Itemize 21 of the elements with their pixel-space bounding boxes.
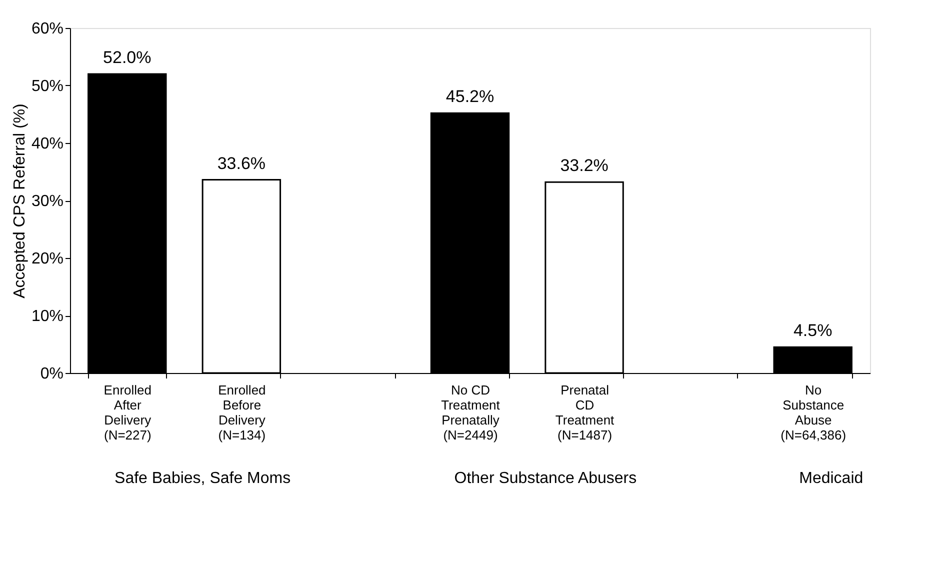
x-tick-label: Enrolled After Delivery (N=227): [104, 382, 152, 442]
data-label: 52.0%: [103, 48, 152, 67]
y-tick-label: 10%: [31, 308, 64, 325]
y-tick-label: 30%: [31, 193, 64, 210]
y-tick-label: 20%: [31, 250, 64, 268]
data-label: 4.5%: [793, 321, 832, 340]
y-tick-label: 0%: [40, 366, 64, 382]
data-label: 33.2%: [560, 156, 608, 176]
y-tick-label: 50%: [31, 78, 64, 95]
data-label: 45.2%: [446, 87, 494, 106]
y-tick-label: 40%: [31, 136, 64, 152]
text: Other Substance Abusers: [454, 470, 637, 487]
x-tick-label: Enrolled Before Delivery (N=134): [218, 382, 266, 442]
x-tick-label: Prenatal CD Treatment (N=1487): [555, 382, 615, 442]
y-axis-title: Accepted CPS Referral (%): [11, 104, 28, 298]
x-tick-label: No Substance Abuse (N=64,386): [780, 382, 846, 442]
y-tick-label: 60%: [31, 20, 64, 38]
text: Medicaid: [799, 470, 864, 487]
x-tick-label: No CD Treatment Prenatally (N=2449): [441, 382, 500, 442]
data-label: 33.6%: [217, 154, 266, 173]
text: Safe Babies, Safe Moms: [114, 470, 291, 487]
